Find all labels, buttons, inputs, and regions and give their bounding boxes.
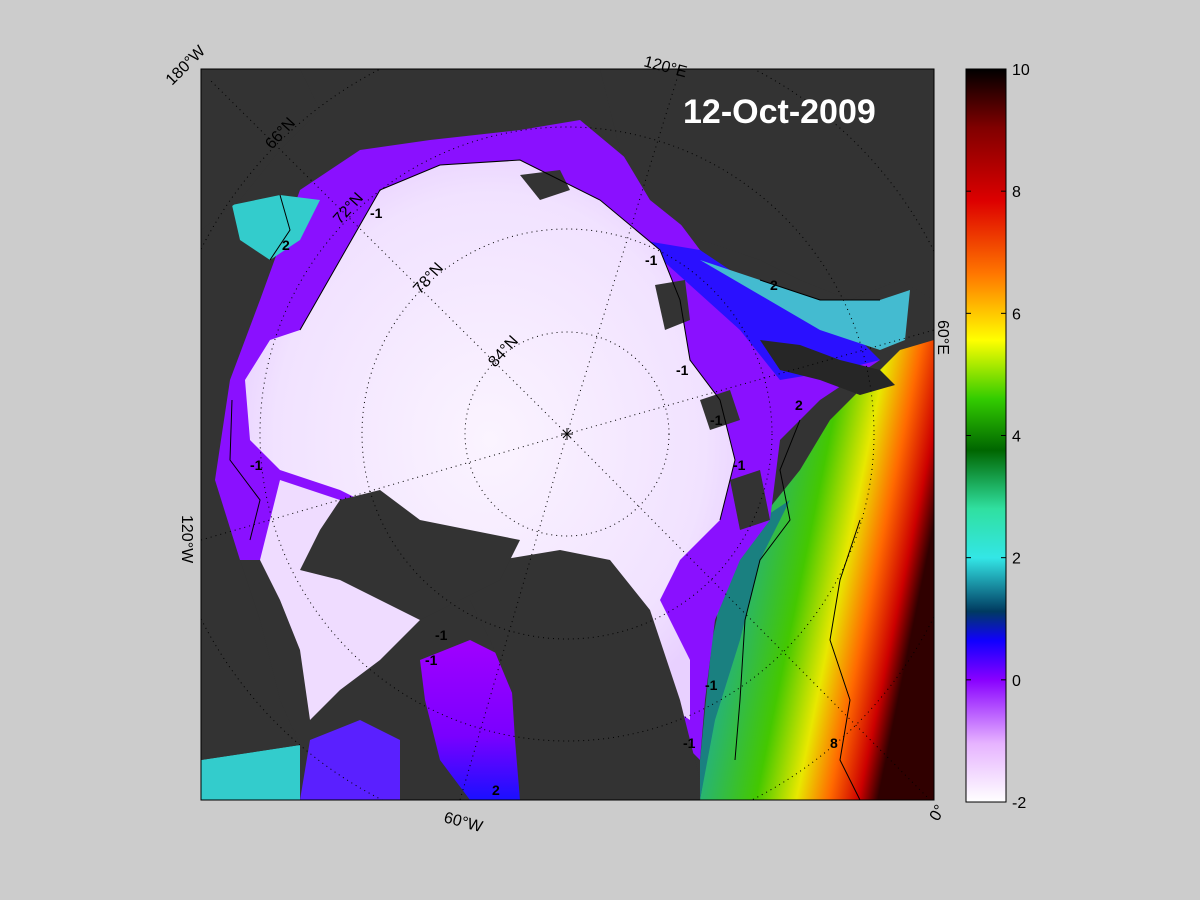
lat-circle-72 bbox=[259, 126, 875, 742]
contour-label: 8 bbox=[830, 735, 838, 751]
svalbard-land bbox=[730, 470, 770, 530]
east-greenland-current bbox=[700, 500, 790, 800]
contour-label: -1 bbox=[250, 457, 263, 473]
franz-josef-land bbox=[700, 390, 740, 430]
meridian-0 bbox=[566, 433, 931, 800]
lon-label-120w: 120°W bbox=[178, 515, 195, 564]
lon-label-60e: 60°E bbox=[934, 320, 951, 355]
barents-coastal-water bbox=[700, 260, 910, 350]
contour-label: 2 bbox=[770, 277, 778, 293]
kara-sea-water bbox=[640, 240, 880, 380]
contour-label: -1 bbox=[676, 362, 689, 378]
baffin-bay-water bbox=[420, 640, 520, 800]
colorbar-tick-label: 10 bbox=[1012, 62, 1030, 79]
atlantic-warm-water bbox=[700, 340, 934, 800]
lon-label-60w: 60°W bbox=[442, 809, 485, 836]
contour-line-2-chukchi bbox=[269, 194, 291, 261]
greenland-land bbox=[470, 550, 700, 800]
contour-label: -1 bbox=[705, 677, 718, 693]
novaya-zemlya-land bbox=[760, 340, 895, 395]
map-frame bbox=[200, 68, 935, 801]
north-pole-marker bbox=[561, 428, 573, 440]
davis-strait-water bbox=[300, 720, 400, 800]
contour-line-2-atlantic bbox=[734, 419, 801, 761]
eurasia-land bbox=[600, 69, 934, 300]
contour-label: -1 bbox=[710, 412, 723, 428]
contour-label: -1 bbox=[683, 735, 696, 751]
meridian-120w bbox=[201, 433, 568, 541]
contour-label: 2 bbox=[795, 397, 803, 413]
contour-label: 2 bbox=[492, 782, 500, 798]
north-america-land bbox=[201, 560, 300, 760]
contour-line-8 bbox=[829, 519, 861, 800]
contour-label: -1 bbox=[733, 457, 746, 473]
new-siberian-islands-land bbox=[520, 170, 570, 200]
colorbar-tick-label: 6 bbox=[1012, 306, 1021, 323]
graticule bbox=[201, 69, 934, 800]
contour-label: -1 bbox=[370, 205, 383, 221]
labrador-warm-water bbox=[201, 745, 300, 800]
contour-label: -1 bbox=[435, 627, 448, 643]
colorbar-tick-label: 2 bbox=[1012, 551, 1021, 568]
chukchi-warm-water bbox=[232, 195, 320, 260]
alaska-siberia-land bbox=[201, 69, 320, 230]
colorbar-ticks: 10 8 6 4 2 0 -2 bbox=[966, 62, 1030, 812]
contour-line-minus-1 bbox=[299, 159, 736, 521]
lon-label-0: 0° bbox=[927, 802, 949, 824]
contour-label: -1 bbox=[645, 252, 658, 268]
meridian-60w bbox=[459, 433, 568, 800]
lat-circle-84 bbox=[464, 331, 670, 537]
colorbar: 10 8 6 4 2 0 -2 bbox=[965, 62, 1030, 812]
contour-line-2-barents bbox=[759, 279, 880, 301]
map-panel: 66°N 72°N 78°N 84°N -1 -1 -1 -1 -1 -1 -1… bbox=[201, 69, 934, 800]
date-label: 12-Oct-2009 bbox=[683, 93, 876, 131]
colorbar-tick-label: 0 bbox=[1012, 673, 1021, 690]
colorbar-scale bbox=[965, 68, 1007, 803]
severnaya-zemlya-land bbox=[655, 280, 690, 330]
colorbar-tick-label: -2 bbox=[1012, 795, 1026, 812]
colorbar-tick-label: 4 bbox=[1012, 429, 1021, 446]
lat-circle-78 bbox=[361, 228, 773, 640]
contour-label: -1 bbox=[425, 652, 438, 668]
meridian-60e bbox=[566, 329, 934, 435]
colorbar-tick-label: 8 bbox=[1012, 184, 1021, 201]
contour-label: 2 bbox=[282, 237, 290, 253]
contour-line-minus-1-west bbox=[229, 399, 261, 541]
canadian-archipelago-land bbox=[300, 490, 520, 620]
